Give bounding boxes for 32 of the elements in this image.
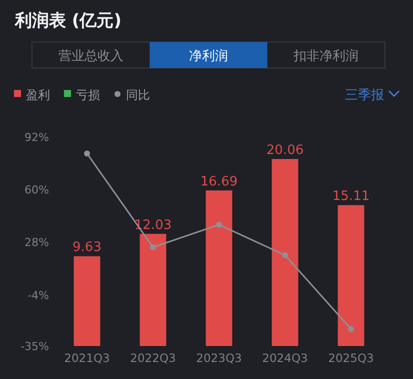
y-tick-label: 92%: [24, 130, 49, 144]
bar: [206, 190, 232, 346]
x-tick-label: 2023Q3: [196, 351, 242, 365]
y-tick-label: 28%: [24, 236, 49, 250]
x-tick-label: 2021Q3: [64, 351, 110, 365]
bar: [338, 205, 364, 346]
point: [216, 222, 222, 228]
y-tick-label: -4%: [28, 288, 49, 302]
text: 净利润: [189, 49, 228, 64]
y-tick-label: 60%: [24, 184, 49, 197]
point: [348, 326, 354, 332]
legend-label: 亏损: [76, 88, 100, 102]
bar: [74, 256, 100, 346]
x-tick-label: 2022Q3: [130, 351, 176, 365]
y-tick-label: -35%: [20, 340, 49, 353]
data-label: 20.06: [266, 143, 304, 158]
point: [150, 244, 156, 250]
text: 营业总收入: [58, 49, 124, 64]
legend-label: 同比: [126, 88, 150, 102]
data-label: 16.69: [200, 174, 238, 190]
bar: [272, 159, 298, 346]
point: [282, 252, 288, 258]
data-label: 15.11: [332, 189, 370, 204]
text: 三季报: [345, 88, 384, 103]
point: [84, 150, 90, 156]
data-label: 9.63: [72, 240, 102, 256]
bar: [140, 234, 166, 346]
text: 扣非净利润: [292, 49, 359, 64]
legend-label: 盈利: [26, 88, 50, 102]
x-tick-label: 2024Q3: [262, 351, 308, 365]
x-tick-label: 2025Q3: [328, 351, 374, 365]
chart-title: 利润表 (亿元): [14, 11, 122, 31]
